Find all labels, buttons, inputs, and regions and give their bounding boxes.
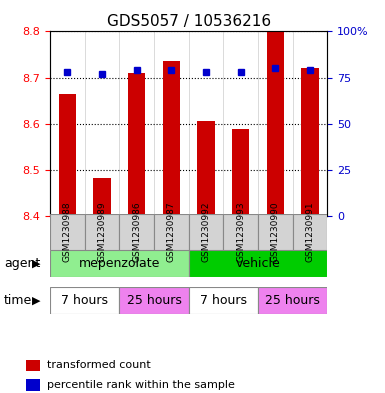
Bar — [162, 61, 180, 216]
Bar — [301, 68, 318, 216]
FancyBboxPatch shape — [223, 214, 258, 250]
FancyBboxPatch shape — [85, 214, 119, 250]
FancyBboxPatch shape — [154, 214, 189, 250]
Text: GSM1230990: GSM1230990 — [271, 202, 280, 262]
Text: 25 hours: 25 hours — [265, 294, 320, 307]
Bar — [232, 129, 249, 216]
Bar — [197, 121, 215, 216]
Bar — [266, 31, 284, 216]
Text: 7 hours: 7 hours — [200, 294, 247, 307]
FancyBboxPatch shape — [50, 214, 85, 250]
Text: GSM1230988: GSM1230988 — [63, 202, 72, 262]
Text: percentile rank within the sample: percentile rank within the sample — [47, 380, 235, 390]
Bar — [128, 73, 145, 216]
Text: GSM1230987: GSM1230987 — [167, 202, 176, 262]
FancyBboxPatch shape — [293, 214, 327, 250]
Bar — [26, 379, 40, 391]
Text: agent: agent — [4, 257, 40, 270]
FancyBboxPatch shape — [119, 214, 154, 250]
FancyBboxPatch shape — [50, 287, 119, 314]
FancyBboxPatch shape — [50, 250, 189, 277]
Bar — [59, 94, 76, 216]
Text: vehicle: vehicle — [236, 257, 280, 270]
FancyBboxPatch shape — [258, 287, 327, 314]
FancyBboxPatch shape — [258, 214, 293, 250]
Bar — [93, 178, 111, 216]
Text: ▶: ▶ — [32, 296, 41, 306]
Text: GSM1230992: GSM1230992 — [201, 202, 211, 262]
Text: transformed count: transformed count — [47, 360, 151, 371]
FancyBboxPatch shape — [189, 250, 327, 277]
FancyBboxPatch shape — [119, 287, 189, 314]
FancyBboxPatch shape — [189, 214, 223, 250]
Text: GSM1230993: GSM1230993 — [236, 202, 245, 262]
Text: 7 hours: 7 hours — [61, 294, 108, 307]
Text: time: time — [4, 294, 32, 307]
Title: GDS5057 / 10536216: GDS5057 / 10536216 — [107, 14, 271, 29]
Text: 25 hours: 25 hours — [127, 294, 181, 307]
Text: ▶: ▶ — [32, 258, 41, 268]
Bar — [26, 360, 40, 371]
Text: mepenzolate: mepenzolate — [79, 257, 160, 270]
FancyBboxPatch shape — [189, 287, 258, 314]
Text: GSM1230989: GSM1230989 — [97, 202, 107, 262]
Text: GSM1230986: GSM1230986 — [132, 202, 141, 262]
Text: GSM1230991: GSM1230991 — [305, 202, 315, 262]
